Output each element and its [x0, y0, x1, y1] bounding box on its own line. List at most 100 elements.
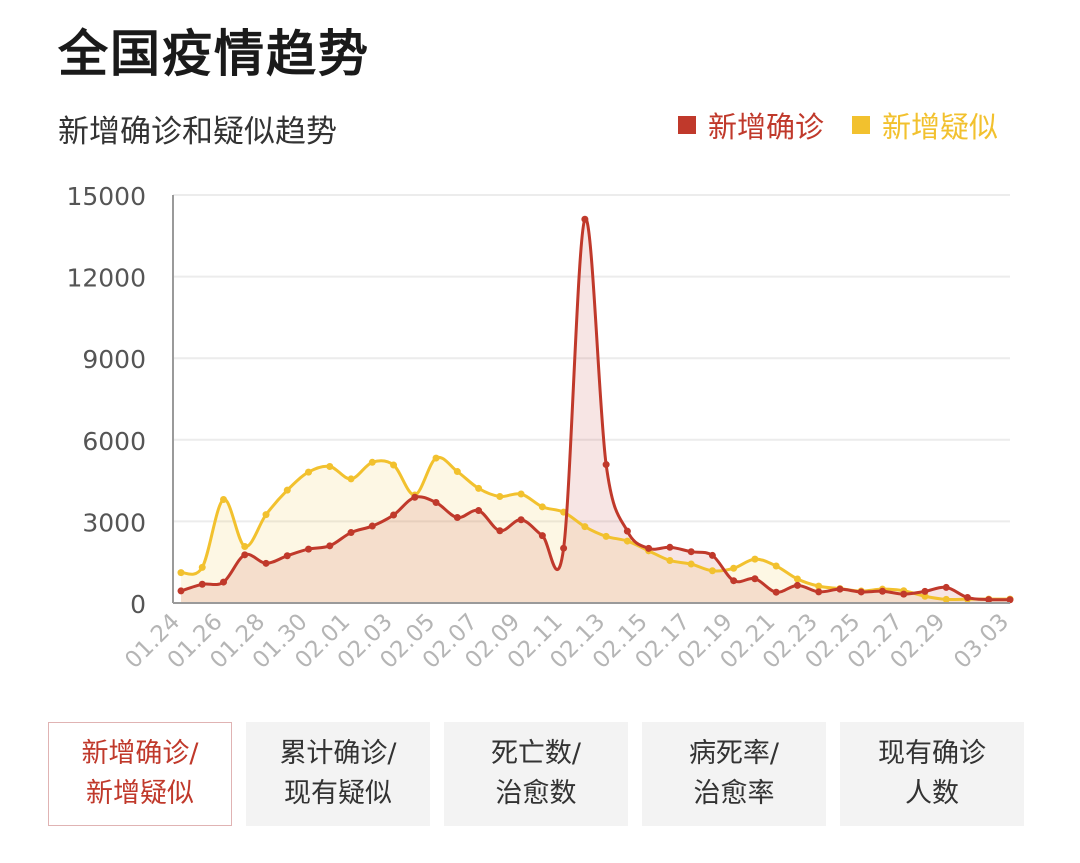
data-point-confirmed: [262, 559, 270, 567]
data-point-suspected: [623, 537, 631, 545]
tab-label-line2: 治愈率: [693, 778, 775, 809]
data-point-confirmed: [942, 583, 950, 591]
data-point-confirmed: [878, 587, 886, 595]
legend-label-suspected: 新增疑似: [881, 110, 998, 144]
data-point-confirmed: [793, 581, 801, 589]
data-point-confirmed: [857, 588, 865, 596]
data-point-confirmed: [772, 588, 780, 596]
chart-legend: 新增确诊 新增疑似: [677, 104, 998, 146]
data-point-confirmed: [708, 551, 716, 559]
data-point-suspected: [198, 563, 206, 571]
legend-item-suspected[interactable]: 新增疑似: [851, 104, 998, 146]
data-point-confirmed: [283, 552, 291, 560]
data-point-confirmed: [496, 527, 504, 535]
tab-deaths-recoveries[interactable]: 死亡数/治愈数: [444, 722, 628, 826]
data-point-suspected: [326, 462, 334, 470]
data-point-confirmed: [623, 527, 631, 535]
data-point-confirmed: [730, 577, 738, 585]
tab-label-line1: 死亡数/: [490, 738, 582, 769]
data-point-suspected: [581, 523, 589, 531]
tab-label-line1: 现有确诊: [878, 738, 986, 769]
data-point-confirmed: [305, 545, 313, 553]
data-point-suspected: [751, 555, 759, 563]
tab-label-line1: 新增确诊/: [81, 738, 199, 769]
data-point-confirmed: [560, 544, 568, 552]
y-tick-label: 12000: [66, 264, 146, 293]
data-point-confirmed: [198, 580, 206, 588]
page-title: 全国疫情趋势: [58, 25, 370, 83]
tab-current-confirmed[interactable]: 现有确诊 人数: [840, 722, 1024, 826]
legend-swatch-suspected-icon: [851, 116, 870, 134]
data-point-suspected: [687, 560, 695, 568]
data-point-confirmed: [475, 507, 483, 515]
tab-label-line2: 人数: [905, 778, 959, 809]
data-point-confirmed: [538, 532, 546, 540]
tab-label-line1: 病死率/: [688, 738, 780, 769]
data-point-confirmed: [177, 587, 185, 595]
data-point-confirmed: [432, 499, 440, 507]
data-point-confirmed: [411, 493, 419, 501]
tab-label-line2: 治愈数: [495, 778, 577, 809]
data-point-suspected: [177, 569, 185, 577]
data-point-suspected: [283, 486, 291, 494]
data-point-suspected: [432, 454, 440, 462]
data-point-suspected: [453, 468, 461, 476]
data-point-confirmed: [581, 215, 589, 223]
tab-label-line2: 新增疑似: [85, 778, 194, 809]
tab-total-confirmed-current-suspected[interactable]: 累计确诊/现有疑似: [246, 722, 430, 826]
data-point-confirmed: [815, 588, 823, 596]
data-point-suspected: [347, 475, 355, 483]
y-tick-label: 15000: [66, 182, 146, 211]
data-point-confirmed: [517, 516, 525, 524]
legend-item-confirmed[interactable]: 新增确诊: [677, 104, 824, 146]
tab-label-line1: 累计确诊/: [279, 738, 397, 769]
data-point-confirmed: [900, 590, 908, 598]
x-tick-label: 03.03: [949, 609, 1014, 674]
y-tick-label: 0: [130, 590, 146, 619]
area-confirmed: [181, 218, 1010, 603]
data-point-suspected: [305, 468, 313, 476]
data-point-confirmed: [241, 551, 249, 559]
tab-label-line2: 现有疑似: [283, 778, 392, 809]
data-point-confirmed: [326, 542, 334, 550]
data-point-suspected: [666, 556, 674, 564]
data-point-confirmed: [666, 543, 674, 551]
data-point-confirmed: [390, 511, 398, 519]
data-point-suspected: [772, 562, 780, 570]
data-point-suspected: [602, 532, 610, 540]
data-point-confirmed: [687, 548, 695, 556]
data-point-suspected: [220, 495, 228, 503]
data-point-suspected: [475, 484, 483, 492]
data-point-suspected: [815, 582, 823, 590]
data-point-suspected: [921, 592, 929, 600]
data-point-suspected: [942, 595, 950, 603]
data-point-suspected: [793, 575, 801, 583]
metric-tabs: 新增确诊/新增疑似 累计确诊/现有疑似 死亡数/治愈数 病死率/治愈率 现有确诊…: [48, 722, 1024, 826]
y-tick-label: 9000: [82, 345, 146, 374]
trend-chart: 0300060009000120001500001.2401.2601.2801…: [66, 182, 1014, 674]
data-point-suspected: [390, 461, 398, 469]
y-tick-label: 3000: [82, 508, 146, 537]
legend-label-confirmed: 新增确诊: [707, 110, 824, 144]
y-tick-label: 6000: [82, 427, 146, 456]
data-point-suspected: [538, 503, 546, 511]
data-point-confirmed: [985, 596, 993, 604]
tab-new-confirmed-suspected[interactable]: 新增确诊/新增疑似: [48, 722, 232, 826]
data-point-suspected: [262, 511, 270, 519]
data-point-confirmed: [453, 514, 461, 522]
data-point-suspected: [517, 490, 525, 498]
tab-fatality-recovery-rate[interactable]: 病死率/治愈率: [642, 722, 826, 826]
legend-swatch-confirmed-icon: [677, 116, 696, 134]
chart-title: 新增确诊和疑似趋势: [58, 114, 337, 150]
data-point-confirmed: [347, 529, 355, 537]
data-point-suspected: [368, 458, 376, 466]
data-point-suspected: [730, 564, 738, 572]
data-point-confirmed: [921, 587, 929, 595]
area-suspected: [181, 457, 1010, 603]
data-point-confirmed: [1006, 596, 1014, 604]
data-point-suspected: [496, 492, 504, 500]
data-point-suspected: [708, 567, 716, 575]
data-point-confirmed: [751, 575, 759, 583]
data-point-confirmed: [963, 594, 971, 602]
data-point-confirmed: [368, 522, 376, 530]
